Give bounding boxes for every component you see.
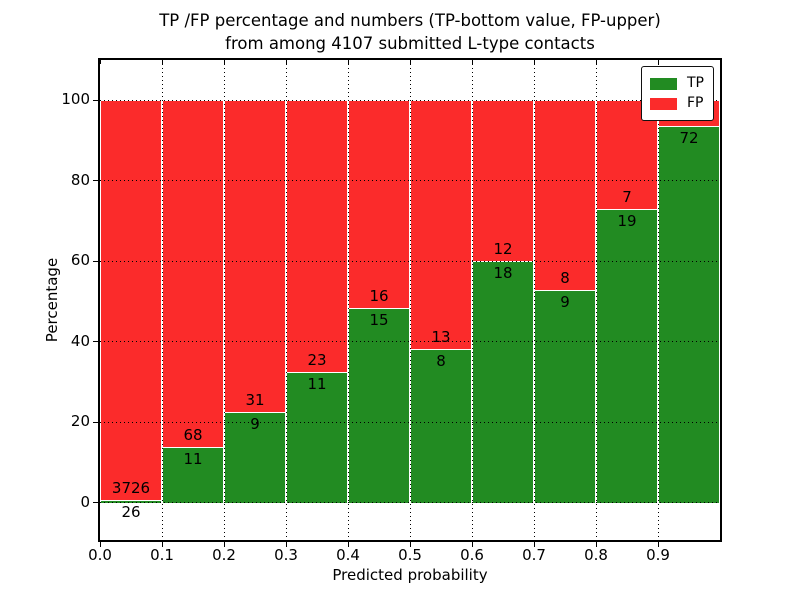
gridline-vertical [285, 60, 287, 540]
fp-count-label: 16 [369, 286, 389, 305]
legend-item: TP [650, 75, 704, 92]
y-tick-label: 100 [61, 90, 90, 109]
gridline-horizontal [100, 180, 720, 182]
x-tick-mark [161, 540, 163, 547]
bar-tp-segment [472, 261, 534, 503]
y-tick-mark [93, 341, 100, 343]
bar-tp-segment [658, 126, 720, 503]
x-tick-mark [223, 540, 225, 547]
fp-count-label: 68 [183, 425, 203, 444]
fp-count-label: 3726 [111, 478, 151, 497]
bar-fp-segment [224, 100, 286, 413]
y-tick-label: 0 [80, 492, 90, 511]
y-tick-label: 80 [70, 170, 90, 189]
x-tick-mark [657, 540, 659, 547]
tp-count-label: 9 [250, 415, 260, 434]
bar-fp-segment [286, 100, 348, 373]
gridline-vertical [657, 60, 659, 540]
x-tick-mark [285, 540, 287, 547]
tp-count-label: 19 [617, 211, 637, 230]
gridline-horizontal [100, 421, 720, 423]
legend-item: FP [650, 95, 704, 112]
x-tick-label: 0.2 [212, 546, 236, 564]
fp-count-label: 8 [560, 268, 570, 287]
tp-count-label: 9 [560, 292, 570, 311]
x-tick-mark [347, 540, 349, 547]
plot-area: 372626681131923111615138121889719572 [93, 58, 722, 547]
legend-label: TP [687, 75, 704, 91]
y-axis-label: Percentage [43, 257, 61, 343]
bar-fp-segment [162, 100, 224, 447]
gridline-vertical [347, 60, 349, 540]
y-tick-label: 40 [70, 331, 90, 350]
tp-count-label: 18 [493, 264, 513, 283]
y-tick-mark [93, 421, 100, 423]
y-tick-mark [93, 260, 100, 262]
gridline-vertical [595, 60, 597, 540]
bar-tp-segment [348, 307, 410, 503]
x-tick-mark [99, 540, 101, 547]
bar-fp-segment [410, 100, 472, 350]
fp-count-label: 23 [307, 351, 327, 370]
chart-title-line2: from among 4107 submitted L-type contact… [225, 34, 595, 53]
y-tick-label: 20 [70, 412, 90, 431]
x-tick-label: 0.0 [88, 546, 112, 564]
chart-title-line1: TP /FP percentage and numbers (TP-bottom… [159, 11, 661, 30]
y-tick-mark [93, 180, 100, 182]
gridline-horizontal [100, 341, 720, 343]
gridline-horizontal [100, 502, 720, 504]
gridline-vertical [533, 60, 535, 540]
x-tick-label: 0.8 [584, 546, 608, 564]
x-tick-mark [409, 540, 411, 547]
x-tick-mark [533, 540, 535, 547]
bar-tp-segment [534, 289, 596, 503]
x-tick-mark [471, 540, 473, 547]
gridline-vertical [161, 60, 163, 540]
legend: TP FP [641, 66, 714, 121]
y-tick-mark [93, 99, 100, 101]
y-tick-mark [93, 502, 100, 504]
fp-count-label: 7 [622, 187, 632, 206]
legend-swatch-tp [650, 77, 677, 90]
tp-count-label: 8 [436, 352, 446, 371]
gridline-horizontal [100, 99, 720, 101]
fp-count-label: 13 [431, 328, 451, 347]
bar-tp-segment [224, 412, 286, 503]
gridline-horizontal [100, 260, 720, 262]
y-tick-label: 60 [70, 251, 90, 270]
bar-fp-segment [534, 100, 596, 290]
tp-count-label: 15 [369, 310, 389, 329]
x-tick-label: 0.1 [150, 546, 174, 564]
x-tick-label: 0.6 [460, 546, 484, 564]
gridline-vertical [471, 60, 473, 540]
x-tick-mark-top [99, 60, 101, 64]
bar-tp-segment [162, 446, 224, 503]
tp-count-label: 11 [307, 375, 327, 394]
tp-count-label: 26 [121, 502, 141, 521]
chart-title: TP /FP percentage and numbers (TP-bottom… [110, 9, 710, 55]
x-tick-mark [595, 540, 597, 547]
legend-label: FP [687, 95, 704, 111]
fp-count-label: 31 [245, 391, 265, 410]
x-axis-label: Predicted probability [332, 566, 488, 584]
bar-tp-segment [596, 208, 658, 503]
x-tick-label: 0.3 [274, 546, 298, 564]
bar-fp-segment [100, 100, 162, 500]
x-tick-label: 0.7 [522, 546, 546, 564]
tp-count-label: 72 [679, 129, 699, 148]
fp-count-label: 12 [493, 240, 513, 259]
bar-tp-segment [410, 349, 472, 503]
bar-fp-segment [348, 100, 410, 308]
x-tick-label: 0.9 [646, 546, 670, 564]
gridline-vertical [409, 60, 411, 540]
legend-swatch-fp [650, 97, 677, 110]
tp-count-label: 11 [183, 449, 203, 468]
gridline-vertical [223, 60, 225, 540]
x-tick-label: 0.5 [398, 546, 422, 564]
x-tick-label: 0.4 [336, 546, 360, 564]
